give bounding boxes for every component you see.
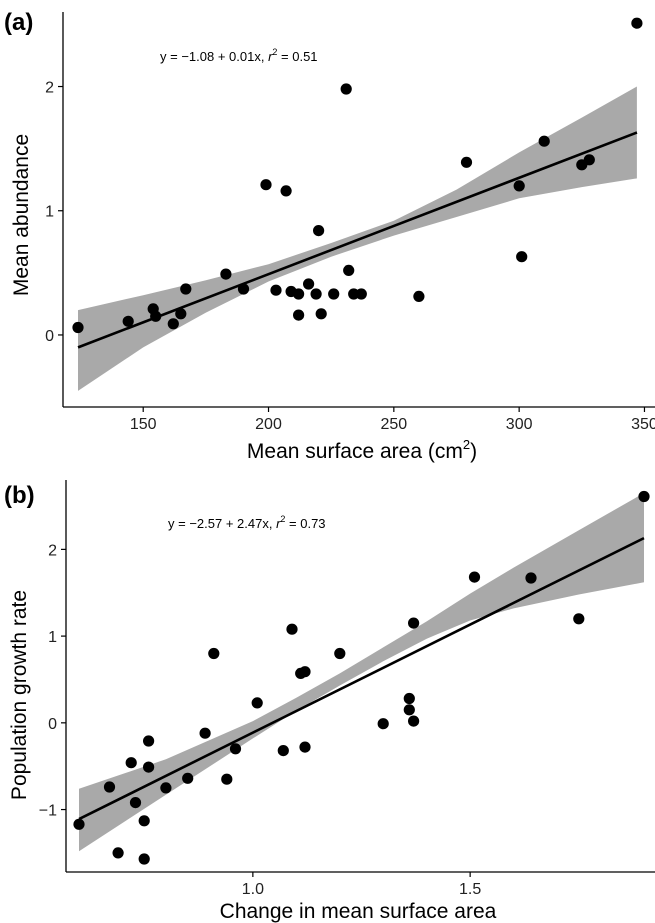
panel-b-data-point: [208, 647, 220, 660]
panel-a-data-point: [340, 83, 352, 95]
panel-b-fit-line-group: [78, 536, 645, 821]
panel-b-data-point: [103, 781, 116, 793]
panel-a-data-point: [328, 288, 340, 300]
panel-a-data-point: [516, 251, 528, 263]
panel-b-data-point: [403, 704, 415, 716]
panel-a-axes: [62, 12, 655, 408]
panel-b-data-point: [251, 697, 263, 709]
panel-a-ticks: 150 200 250 300 350 0 1 2: [45, 80, 655, 433]
panel-a-y-tick-label: 1: [45, 204, 54, 221]
panel-a-data-point: [310, 288, 322, 300]
panel-a: (a) 150 200 250 300 350 0 1 2 y = −1.08 + 0.01x…: [4, 9, 655, 463]
panel-a-data-point: [260, 179, 272, 191]
panel-a-x-tick-label: 150: [130, 416, 157, 433]
panel-a-data-point: [237, 283, 250, 295]
panel-a-data-point: [583, 154, 595, 166]
panel-a-fit-line-group: [77, 131, 638, 349]
panel-b-data-point: [403, 692, 415, 705]
panel-b-data-point: [408, 617, 420, 629]
panel-b-data-point: [182, 772, 194, 784]
panel-b-data-point: [73, 818, 85, 830]
panel-a-data-point: [150, 310, 162, 322]
panel-b-data-point: [286, 623, 298, 635]
panel-b-x-tick-label: 1.5: [459, 881, 481, 898]
panel-b-data-point: [377, 718, 389, 730]
panel-a-data-point: [303, 278, 315, 290]
panel-a-data-point: [315, 308, 327, 320]
panel-b-data-point: [525, 572, 537, 584]
panel-a-regression-line: [77, 131, 638, 349]
panel-a-data-point: [355, 288, 367, 300]
panel-b: (b) 1.0 1.5 −1 0 1 2 y = −2.57 + 2.47x, r2 = …: [4, 480, 655, 923]
panel-b-data-point: [143, 735, 155, 747]
panel-b-data-point: [299, 666, 311, 678]
panel-a-data-point: [413, 290, 425, 302]
panel-b-data-point: [199, 727, 211, 739]
panel-a-data-point: [270, 284, 282, 296]
panel-b-data-points: [73, 490, 650, 865]
panel-b-data-point: [129, 797, 142, 809]
panel-a-data-point: [122, 315, 134, 327]
panel-a-x-tick-label: 350: [631, 416, 655, 433]
panel-a-data-point: [175, 308, 187, 320]
panel-a-x-axis-title: Mean surface area (cm2): [247, 437, 477, 463]
panel-b-data-point: [138, 853, 150, 865]
panel-b-data-point: [468, 571, 481, 583]
panel-b-data-point: [112, 847, 124, 859]
panel-b-x-axis-title: Change in mean surface area: [220, 900, 497, 923]
panel-b-data-point: [334, 647, 346, 660]
panel-b-regression-line: [78, 536, 645, 821]
panel-a-data-point: [293, 309, 305, 321]
panel-a-data-point: [280, 185, 292, 197]
panel-b-confidence-band: [79, 493, 644, 852]
panel-b-data-point: [229, 743, 242, 755]
panel-b-data-point: [221, 773, 233, 785]
panel-a-y-axis-title: Mean abundance: [10, 134, 33, 296]
panel-a-data-point: [293, 288, 305, 300]
panel-b-data-point: [408, 715, 420, 727]
panel-b-x-tick-label: 1.0: [242, 881, 264, 898]
panel-b-label: (b): [4, 482, 35, 509]
panel-a-data-point: [513, 180, 525, 192]
panel-a-data-point: [460, 156, 473, 168]
panel-a-y-tick-label: 2: [45, 80, 54, 97]
panel-a-data-point: [72, 321, 84, 334]
panel-a-data-points: [72, 17, 643, 334]
panel-a-data-point: [313, 225, 325, 237]
panel-a-data-point: [343, 264, 355, 276]
panel-b-data-point: [125, 757, 137, 769]
panel-b-data-point: [160, 782, 172, 794]
panel-a-data-point: [220, 268, 232, 280]
panel-a-data-point: [167, 318, 179, 330]
panel-a-data-point: [180, 283, 192, 295]
panel-b-y-tick-label: 1: [48, 629, 57, 646]
panel-b-axes: [65, 480, 655, 873]
panel-b-y-tick-label: −1: [39, 803, 57, 820]
panel-a-x-tick-label: 200: [255, 416, 282, 433]
panel-a-regression-equation: y = −1.08 + 0.01x, r2 = 0.51: [160, 47, 318, 64]
panel-a-x-tick-label: 250: [380, 416, 407, 433]
panel-b-data-point: [143, 761, 155, 773]
panel-b-data-point: [138, 815, 150, 827]
panel-a-y-tick-label: 0: [45, 328, 54, 345]
panel-b-regression-equation: y = −2.57 + 2.47x, r2 = 0.73: [168, 514, 326, 531]
panel-b-data-point: [573, 613, 585, 625]
panel-a-label: (a): [4, 9, 33, 36]
panel-b-y-tick-label: 0: [48, 716, 57, 733]
panel-b-data-point: [638, 490, 650, 503]
panel-a-data-point: [538, 135, 550, 147]
panel-b-ticks: 1.0 1.5 −1 0 1 2: [39, 542, 482, 898]
panel-b-confidence-band-group: [79, 493, 644, 852]
panel-b-data-point: [277, 745, 289, 757]
panel-a-x-tick-label: 300: [506, 416, 533, 433]
panel-a-data-point: [631, 17, 643, 29]
panel-b-y-axis-title: Population growth rate: [8, 590, 31, 800]
panel-b-y-tick-label: 2: [48, 542, 57, 559]
panel-b-data-point: [299, 741, 311, 753]
